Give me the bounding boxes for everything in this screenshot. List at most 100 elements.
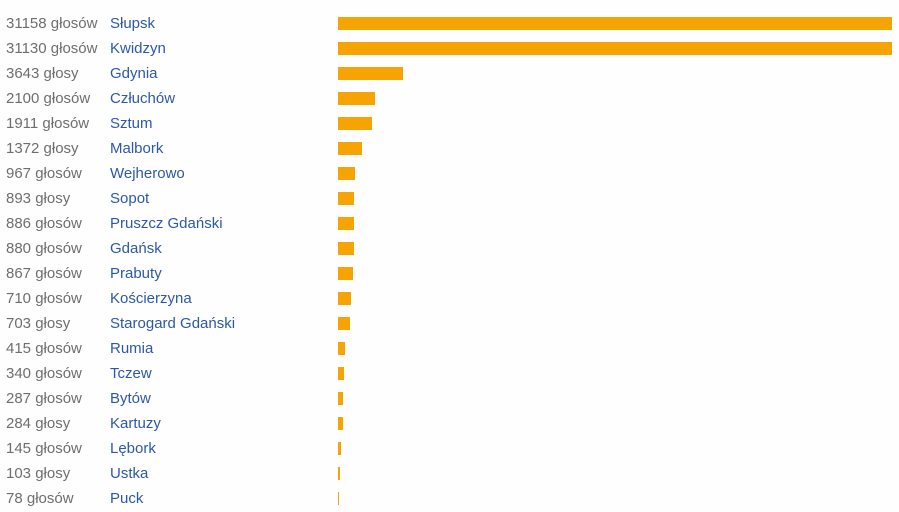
poll-row: 1911 głosów Sztum — [0, 111, 899, 136]
poll-row: 3643 głosy Gdynia — [0, 61, 899, 86]
vote-count-label: 886 głosów — [6, 215, 82, 232]
bar-track — [338, 242, 899, 255]
bar-track — [338, 142, 899, 155]
bar-track — [338, 492, 899, 505]
vote-count-label: 1372 głosy — [6, 140, 79, 157]
poll-row: 703 głosy Starogard Gdański — [0, 311, 899, 336]
bar-track — [338, 117, 899, 130]
city-link[interactable]: Starogard Gdański — [110, 315, 236, 332]
vote-bar — [338, 392, 344, 405]
city-link[interactable]: Gdynia — [110, 65, 158, 82]
bar-track — [338, 292, 899, 305]
city-link[interactable]: Sopot — [110, 190, 150, 207]
bar-track — [338, 317, 899, 330]
vote-count-label: 284 głosy — [6, 415, 71, 432]
vote-bar — [338, 167, 356, 180]
city-link[interactable]: Kwidzyn — [110, 40, 166, 57]
vote-bar — [338, 92, 376, 105]
vote-bar — [338, 417, 344, 430]
bar-track — [338, 167, 899, 180]
vote-bar — [338, 467, 340, 480]
city-link[interactable]: Tczew — [110, 365, 152, 382]
vote-bar — [338, 142, 363, 155]
bar-track — [338, 342, 899, 355]
poll-row: 284 głosy Kartuzy — [0, 411, 899, 436]
poll-row: 886 głosów Pruszcz Gdański — [0, 211, 899, 236]
city-link[interactable]: Sztum — [110, 115, 153, 132]
vote-count-label: 103 głosy — [6, 465, 71, 482]
vote-bar — [338, 492, 340, 505]
city-link[interactable]: Człuchów — [110, 90, 176, 107]
vote-count-label: 287 głosów — [6, 390, 82, 407]
city-link[interactable]: Słupsk — [110, 15, 156, 32]
vote-bar — [338, 367, 345, 380]
vote-count-label: 867 głosów — [6, 265, 82, 282]
city-link[interactable]: Puck — [110, 490, 144, 507]
poll-row: 893 głosy Sopot — [0, 186, 899, 211]
city-link[interactable]: Wejherowo — [110, 165, 185, 182]
vote-bar — [338, 442, 341, 455]
bar-track — [338, 267, 899, 280]
city-link[interactable]: Pruszcz Gdański — [110, 215, 223, 232]
bar-track — [338, 467, 899, 480]
bar-track — [338, 392, 899, 405]
poll-row: 287 głosów Bytów — [0, 386, 899, 411]
bar-track — [338, 217, 899, 230]
poll-row: 415 głosów Rumia — [0, 336, 899, 361]
poll-row: 31130 głosów Kwidzyn — [0, 36, 899, 61]
city-link[interactable]: Prabuty — [110, 265, 162, 282]
city-link[interactable]: Malbork — [110, 140, 164, 157]
poll-row: 31158 głosów Słupsk — [0, 11, 899, 36]
poll-row: 2100 głosów Człuchów — [0, 86, 899, 111]
city-link[interactable]: Kościerzyna — [110, 290, 192, 307]
vote-bar — [338, 317, 351, 330]
bar-track — [338, 67, 899, 80]
poll-row: 340 głosów Tczew — [0, 361, 899, 386]
city-link[interactable]: Ustka — [110, 465, 149, 482]
vote-count-label: 78 głosów — [6, 490, 74, 507]
vote-count-label: 3643 głosy — [6, 65, 79, 82]
vote-bar — [338, 267, 354, 280]
vote-bar — [338, 242, 354, 255]
city-link[interactable]: Kartuzy — [110, 415, 161, 432]
vote-bar — [338, 342, 346, 355]
vote-bar — [338, 117, 372, 130]
vote-count-label: 703 głosy — [6, 315, 71, 332]
vote-bar — [338, 17, 892, 30]
vote-count-label: 710 głosów — [6, 290, 82, 307]
city-link[interactable]: Lębork — [110, 440, 156, 457]
bar-track — [338, 192, 899, 205]
vote-count-label: 2100 głosów — [6, 90, 91, 107]
city-link[interactable]: Bytów — [110, 390, 151, 407]
poll-row: 710 głosów Kościerzyna — [0, 286, 899, 311]
poll-row: 103 głosy Ustka — [0, 461, 899, 486]
bar-track — [338, 17, 899, 30]
poll-row: 145 głosów Lębork — [0, 436, 899, 461]
vote-bar — [338, 42, 892, 55]
vote-count-label: 145 głosów — [6, 440, 82, 457]
poll-row: 880 głosów Gdańsk — [0, 236, 899, 261]
vote-count-label: 31158 głosów — [6, 15, 98, 32]
city-link[interactable]: Gdańsk — [110, 240, 162, 257]
city-link[interactable]: Rumia — [110, 340, 154, 357]
vote-count-label: 31130 głosów — [6, 40, 98, 57]
vote-bar — [338, 192, 354, 205]
bar-track — [338, 42, 899, 55]
vote-count-label: 415 głosów — [6, 340, 82, 357]
poll-row: 967 głosów Wejherowo — [0, 161, 899, 186]
vote-bar — [338, 67, 403, 80]
vote-count-label: 967 głosów — [6, 165, 82, 182]
vote-count-label: 893 głosy — [6, 190, 71, 207]
poll-row: 1372 głosy Malbork — [0, 136, 899, 161]
vote-count-label: 880 głosów — [6, 240, 82, 257]
bar-track — [338, 92, 899, 105]
vote-bar — [338, 292, 351, 305]
poll-row: 867 głosów Prabuty — [0, 261, 899, 286]
bar-track — [338, 442, 899, 455]
poll-row: 78 głosów Puck — [0, 486, 899, 511]
vote-count-label: 340 głosów — [6, 365, 82, 382]
vote-bar — [338, 217, 354, 230]
bar-track — [338, 367, 899, 380]
